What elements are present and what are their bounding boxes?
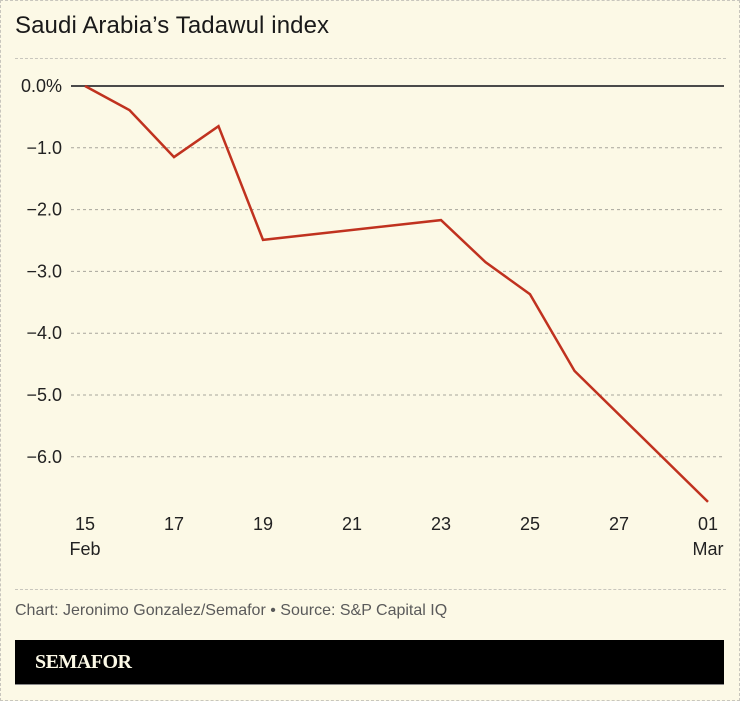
x-tick-label: 21 — [342, 514, 362, 534]
y-tick-label: −3.0 — [26, 261, 62, 281]
x-tick-sublabel: Feb — [69, 539, 100, 559]
chart-title: Saudi Arabia’s Tadawul index — [15, 12, 330, 39]
series-line — [84, 84, 709, 503]
x-tick-label: 23 — [431, 514, 451, 534]
chart-credit: Chart: Jeronimo Gonzalez/Semafor • Sourc… — [15, 602, 448, 619]
brand-bar: SEMAFOR — [15, 640, 724, 685]
brand-logo: SEMAFOR — [35, 651, 132, 673]
y-tick-label: −5.0 — [26, 385, 62, 405]
y-tick-label: −2.0 — [26, 200, 62, 220]
title-divider — [15, 58, 726, 59]
x-tick-label: 25 — [520, 514, 540, 534]
x-tick-sublabel: Mar — [693, 539, 724, 559]
x-tick-label: 15 — [75, 514, 95, 534]
y-tick-label: −1.0 — [26, 138, 62, 158]
line-chart: 0.0% −1.0 −2.0 −3.0 −4.0 −5.0 −6.0 15 Feb 17 19 21… — [21, 76, 724, 559]
x-axis-tick-labels: 15 Feb 17 19 21 23 25 27 01 Mar — [69, 514, 723, 559]
x-tick-label: 27 — [609, 514, 629, 534]
x-tick-label: 17 — [164, 514, 184, 534]
footer-divider — [15, 589, 726, 590]
y-tick-label: 0.0% — [21, 76, 62, 96]
y-tick-label: −6.0 — [26, 447, 62, 467]
series-group — [84, 84, 709, 503]
x-tick-label: 01 — [698, 514, 718, 534]
y-axis-tick-labels: 0.0% −1.0 −2.0 −3.0 −4.0 −5.0 −6.0 — [21, 76, 62, 467]
gridlines — [71, 85, 724, 458]
x-tick-label: 19 — [253, 514, 273, 534]
y-tick-label: −4.0 — [26, 323, 62, 343]
